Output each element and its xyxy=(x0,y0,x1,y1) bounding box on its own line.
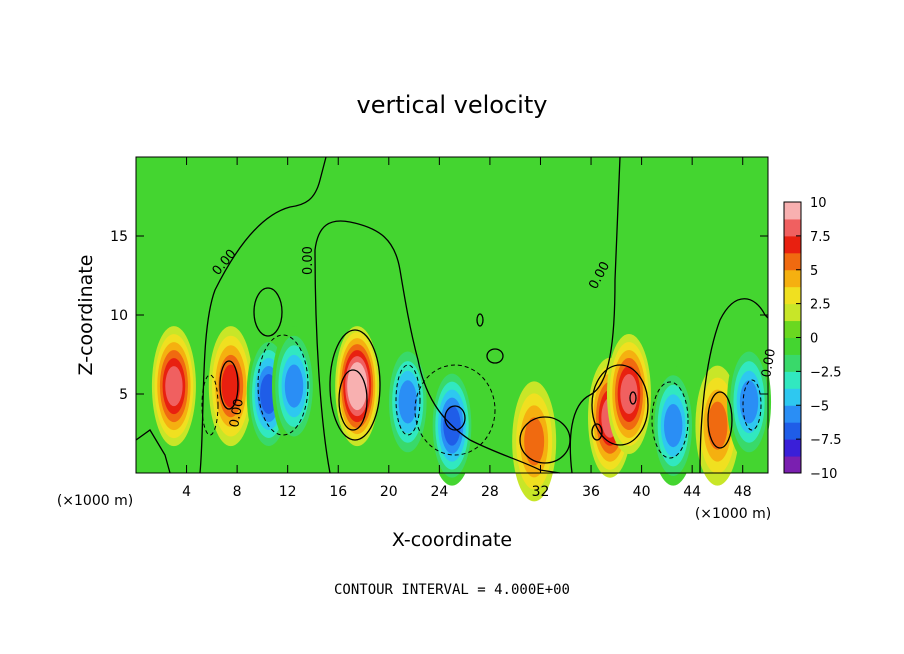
contour-label: 0.00 xyxy=(759,348,779,379)
contour-label: 0.00 xyxy=(301,246,316,275)
zero-contour-left xyxy=(199,156,327,474)
x-tick-label: 4 xyxy=(182,484,191,500)
x-scale-note-right: (×1000 m) xyxy=(695,506,771,522)
y-tick-label: 5 xyxy=(119,387,128,403)
y-axis-label: Z-coordinate xyxy=(75,255,97,376)
colorbar-swatch xyxy=(784,218,801,237)
x-tick-label: 16 xyxy=(329,484,347,500)
colorbar-swatch xyxy=(784,202,801,220)
colorbar-swatch xyxy=(784,439,801,457)
zero-contour-center xyxy=(314,220,561,474)
colorbar-swatch xyxy=(784,320,801,338)
colorbar-tick-label: −5 xyxy=(810,399,829,414)
colorbar-swatch xyxy=(784,303,801,322)
x-tick-label: 28 xyxy=(481,484,499,500)
x-tick-label: 32 xyxy=(532,484,550,500)
y-ticks: 5 10 15 xyxy=(110,229,768,403)
x-tick-label: 36 xyxy=(582,484,600,500)
field-level xyxy=(524,417,545,466)
field-level xyxy=(165,366,183,407)
field-level xyxy=(221,364,240,408)
colorbar-swatch xyxy=(784,354,801,372)
contour-lines xyxy=(135,156,769,474)
field-level xyxy=(707,401,728,450)
colorbar-swatch xyxy=(784,456,801,474)
field-level xyxy=(739,380,759,424)
colorbar-swatch xyxy=(784,286,801,305)
colorbar-swatch xyxy=(784,235,801,254)
colorbar-tick-label: −10 xyxy=(810,467,837,482)
x-tick-label: 44 xyxy=(683,484,701,500)
x-ticks: 4 8 12 16 20 24 28 32 36 40 44 48 xyxy=(182,157,752,500)
x-tick-label: 24 xyxy=(430,484,448,500)
y-tick-label: 15 xyxy=(110,229,128,245)
field-blobs xyxy=(151,326,772,502)
colorbar-tick-label: 0 xyxy=(810,332,818,347)
colorbar: 10 7.5 5 2.5 0 −2.5 −5 −7.5 −10 xyxy=(783,196,842,482)
plot-area: 0.00 0.00 0.00 0.00 0.00 4 8 12 16 20 24 28 32 3… xyxy=(110,156,779,502)
y-tick-label: 10 xyxy=(110,308,128,324)
field-level xyxy=(284,364,304,408)
field-level xyxy=(398,380,417,424)
x-axis-label: X-coordinate xyxy=(392,529,512,551)
colorbar-tick-label: −2.5 xyxy=(810,365,842,380)
x-scale-note-left: (×1000 m) xyxy=(57,493,133,509)
colorbar-tick-label: −7.5 xyxy=(810,433,842,448)
x-tick-label: 20 xyxy=(380,484,398,500)
colorbar-swatch xyxy=(784,422,801,440)
colorbar-tick-label: 2.5 xyxy=(810,298,831,313)
contour-label: 0.00 xyxy=(227,398,247,429)
colorbar-swatch xyxy=(784,371,801,389)
colorbar-swatch xyxy=(784,269,801,288)
colorbar-swatch xyxy=(784,252,801,271)
x-tick-label: 12 xyxy=(279,484,297,500)
contour-interval-note: CONTOUR INTERVAL = 4.000E+00 xyxy=(334,582,570,598)
x-tick-label: 40 xyxy=(633,484,651,500)
x-tick-label: 8 xyxy=(233,484,242,500)
x-tick-label: 48 xyxy=(734,484,752,500)
field-level xyxy=(664,404,683,448)
colorbar-tick-label: 10 xyxy=(810,196,827,211)
field-level xyxy=(349,368,366,405)
colorbar-tick-label: 7.5 xyxy=(810,230,831,245)
colorbar-tick-label: 5 xyxy=(810,264,818,279)
chart-title: vertical velocity xyxy=(357,91,548,119)
colorbar-swatch xyxy=(784,337,801,355)
colorbar-swatch xyxy=(784,405,801,423)
colorbar-swatch xyxy=(784,388,801,406)
